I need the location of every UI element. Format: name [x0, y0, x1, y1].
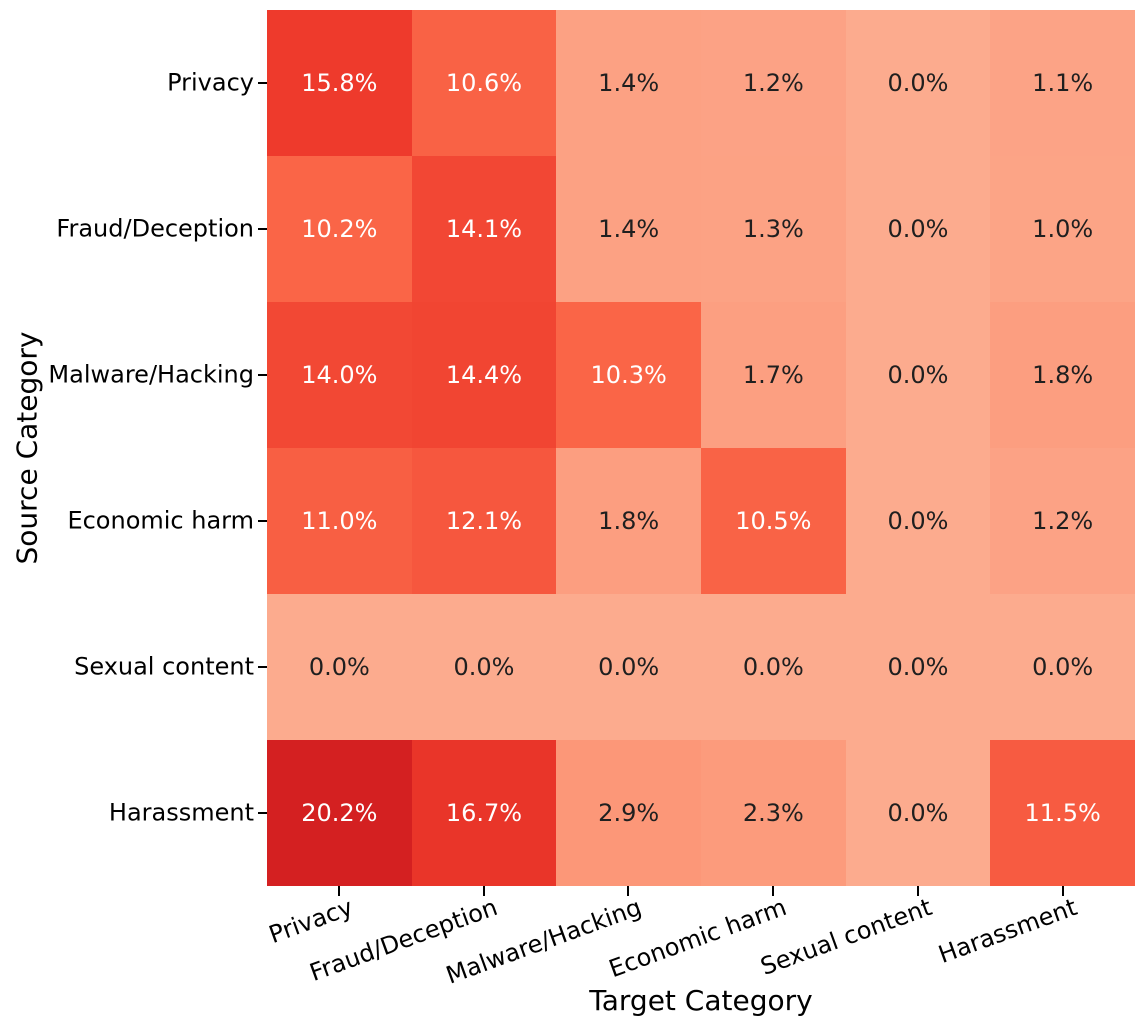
x-tick-mark — [483, 886, 485, 896]
y-tick-mark — [258, 82, 267, 84]
heatmap-cell: 12.1% — [411, 448, 557, 594]
x-tick-label: Privacy — [265, 893, 357, 950]
heatmap-cell: 2.3% — [701, 740, 846, 886]
x-tick-mark — [338, 886, 340, 896]
heatmap-cell: 0.0% — [701, 594, 846, 740]
heatmap-cell: 14.1% — [411, 156, 557, 302]
heatmap-cell: 1.3% — [701, 156, 846, 302]
heatmap-cell: 1.2% — [990, 448, 1135, 594]
y-tick-label: Privacy — [167, 68, 254, 97]
y-tick-label: Fraud/Deception — [56, 214, 254, 243]
heatmap-cell: 11.5% — [990, 740, 1135, 886]
heatmap-cell: 0.0% — [845, 156, 991, 302]
heatmap-cell: 10.2% — [267, 156, 412, 302]
x-tick-mark — [627, 886, 629, 896]
heatmap-cell: 1.8% — [990, 302, 1135, 448]
heatmap-cell: 1.7% — [701, 302, 846, 448]
y-tick-mark — [258, 374, 267, 376]
y-tick-mark — [258, 812, 267, 814]
heatmap-cell: 0.0% — [845, 302, 991, 448]
heatmap-cell: 20.2% — [267, 740, 412, 886]
heatmap-cell: 0.0% — [411, 594, 557, 740]
x-tick-label: Harassment — [934, 893, 1081, 969]
heatmap-cell: 1.1% — [990, 10, 1135, 156]
heatmap-cell: 14.0% — [267, 302, 412, 448]
heatmap-cell: 1.8% — [556, 448, 701, 594]
heatmap-cell: 14.4% — [411, 302, 557, 448]
heatmap-cell: 0.0% — [267, 594, 412, 740]
y-tick-label: Sexual content — [74, 652, 254, 681]
heatmap-cell: 0.0% — [845, 740, 991, 886]
heatmap-cell: 16.7% — [411, 740, 557, 886]
x-axis-title: Target Category — [589, 984, 813, 1017]
heatmap-cell: 0.0% — [845, 448, 991, 594]
heatmap-cell: 11.0% — [267, 448, 412, 594]
heatmap-cell: 15.8% — [267, 10, 412, 156]
heatmap-cell: 0.0% — [990, 594, 1135, 740]
x-tick-mark — [1062, 886, 1064, 896]
y-tick-mark — [258, 666, 267, 668]
heatmap-cell: 1.2% — [701, 10, 846, 156]
heatmap-cell: 0.0% — [845, 594, 991, 740]
x-tick-mark — [917, 886, 919, 896]
heatmap-cell: 10.3% — [556, 302, 701, 448]
y-tick-label: Malware/Hacking — [48, 360, 254, 389]
heatmap-cell: 1.4% — [556, 10, 701, 156]
heatmap-cell: 10.6% — [411, 10, 557, 156]
x-tick-mark — [772, 886, 774, 896]
heatmap-cell: 2.9% — [556, 740, 701, 886]
y-tick-label: Economic harm — [67, 506, 254, 535]
heatmap-cell: 0.0% — [845, 10, 991, 156]
heatmap-cell: 1.0% — [990, 156, 1135, 302]
y-tick-label: Harassment — [108, 798, 254, 827]
heatmap-cell: 10.5% — [701, 448, 846, 594]
heatmap-cell: 0.0% — [556, 594, 701, 740]
heatmap-cell: 1.4% — [556, 156, 701, 302]
y-tick-mark — [258, 520, 267, 522]
y-tick-mark — [258, 228, 267, 230]
heatmap-grid: 15.8% 10.6% 1.4% 1.2% 0.0% 1.1% 10.2% 14.1% 1.4%… — [267, 10, 1135, 886]
